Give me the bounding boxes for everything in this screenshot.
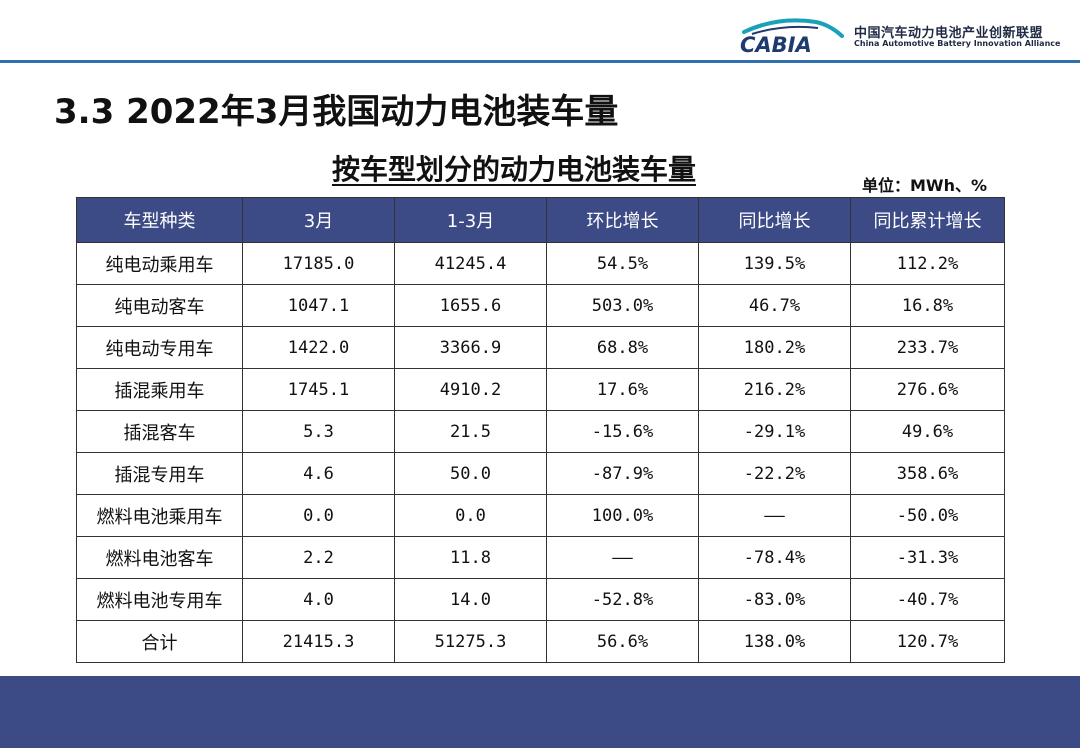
column-header: 车型种类 bbox=[76, 197, 243, 243]
table-row: 燃料电池客车 2.2 11.8 —— -78.4% -31.3% bbox=[76, 536, 1005, 579]
vehicle-type-cell: 插混客车 bbox=[76, 410, 243, 453]
table-row: 纯电动乘用车 17185.0 41245.4 54.5% 139.5% 112.2% bbox=[76, 242, 1005, 285]
logo-chinese-name: 中国汽车动力电池产业创新联盟 bbox=[854, 26, 1044, 41]
table-cell: 0.0 bbox=[394, 494, 547, 537]
table-cell: -52.8% bbox=[546, 578, 699, 621]
table-cell: 2.2 bbox=[242, 536, 395, 579]
table-cell: 1745.1 bbox=[242, 368, 395, 411]
table-cell: -22.2% bbox=[698, 452, 851, 495]
table-cell: -29.1% bbox=[698, 410, 851, 453]
table-cell: 17.6% bbox=[546, 368, 699, 411]
table-cell: 68.8% bbox=[546, 326, 699, 369]
footer-band bbox=[0, 676, 1080, 748]
table-cell: 3366.9 bbox=[394, 326, 547, 369]
table-cell: 21415.3 bbox=[242, 620, 395, 663]
table-cell: 216.2% bbox=[698, 368, 851, 411]
table-cell: 4.6 bbox=[242, 452, 395, 495]
table-cell: -15.6% bbox=[546, 410, 699, 453]
table-cell: 0.0 bbox=[242, 494, 395, 537]
vehicle-type-cell: 燃料电池客车 bbox=[76, 536, 243, 579]
table-cell: 21.5 bbox=[394, 410, 547, 453]
table-cell: 233.7% bbox=[850, 326, 1005, 369]
table-cell: 1422.0 bbox=[242, 326, 395, 369]
vehicle-type-cell: 纯电动乘用车 bbox=[76, 242, 243, 285]
table-cell: 120.7% bbox=[850, 620, 1005, 663]
logo-mark-text: CABIA bbox=[740, 33, 812, 56]
vehicle-type-cell: 燃料电池乘用车 bbox=[76, 494, 243, 537]
table-row: 插混专用车 4.6 50.0 -87.9% -22.2% 358.6% bbox=[76, 452, 1005, 495]
column-header: 3月 bbox=[242, 197, 395, 243]
table-cell: -83.0% bbox=[698, 578, 851, 621]
table-cell: 14.0 bbox=[394, 578, 547, 621]
table-header-row: 车型种类 3月 1-3月 环比增长 同比增长 同比累计增长 bbox=[76, 197, 1005, 243]
table-cell: -50.0% bbox=[850, 494, 1005, 537]
table-cell: 54.5% bbox=[546, 242, 699, 285]
table-cell: 139.5% bbox=[698, 242, 851, 285]
vehicle-type-cell: 燃料电池专用车 bbox=[76, 578, 243, 621]
table-cell: 4910.2 bbox=[394, 368, 547, 411]
table-cell: 138.0% bbox=[698, 620, 851, 663]
vehicle-type-cell: 合计 bbox=[76, 620, 243, 663]
table-cell: 358.6% bbox=[850, 452, 1005, 495]
table-cell: 50.0 bbox=[394, 452, 547, 495]
column-header: 环比增长 bbox=[546, 197, 699, 243]
vehicle-type-cell: 纯电动客车 bbox=[76, 284, 243, 327]
table-cell: 5.3 bbox=[242, 410, 395, 453]
table-body: 纯电动乘用车 17185.0 41245.4 54.5% 139.5% 112.2% 纯电动… bbox=[76, 242, 1005, 663]
table-cell: 46.7% bbox=[698, 284, 851, 327]
table-row: 燃料电池乘用车 0.0 0.0 100.0% —— -50.0% bbox=[76, 494, 1005, 537]
page-title: 3.3 2022年3月我国动力电池装车量 bbox=[54, 92, 619, 132]
vehicle-type-cell: 纯电动专用车 bbox=[76, 326, 243, 369]
table-row: 燃料电池专用车 4.0 14.0 -52.8% -83.0% -40.7% bbox=[76, 578, 1005, 621]
table-cell: 41245.4 bbox=[394, 242, 547, 285]
table-cell: 100.0% bbox=[546, 494, 699, 537]
column-header: 同比累计增长 bbox=[850, 197, 1005, 243]
table-row: 纯电动专用车 1422.0 3366.9 68.8% 180.2% 233.7% bbox=[76, 326, 1005, 369]
vehicle-type-cell: 插混乘用车 bbox=[76, 368, 243, 411]
table-row: 插混乘用车 1745.1 4910.2 17.6% 216.2% 276.6% bbox=[76, 368, 1005, 411]
table-cell: 56.6% bbox=[546, 620, 699, 663]
table-cell: 1655.6 bbox=[394, 284, 547, 327]
table-cell: 503.0% bbox=[546, 284, 699, 327]
cabia-logo: CABIA 中国汽车动力电池产业创新联盟 China Automotive Ba… bbox=[738, 14, 1068, 58]
table-cell: -40.7% bbox=[850, 578, 1005, 621]
battery-installation-table: 车型种类 3月 1-3月 环比增长 同比增长 同比累计增长 纯电动乘用车 1718… bbox=[76, 197, 1005, 663]
table-cell: 112.2% bbox=[850, 242, 1005, 285]
unit-label: 单位：MWh、% bbox=[862, 176, 987, 195]
table-title: 按车型划分的动力电池装车量 bbox=[332, 153, 697, 186]
table-cell: 1047.1 bbox=[242, 284, 395, 327]
header-rule bbox=[0, 60, 1080, 63]
table-cell: —— bbox=[546, 536, 699, 579]
table-cell: —— bbox=[698, 494, 851, 537]
table-cell: -78.4% bbox=[698, 536, 851, 579]
column-header: 同比增长 bbox=[698, 197, 851, 243]
vehicle-type-cell: 插混专用车 bbox=[76, 452, 243, 495]
table-cell: 276.6% bbox=[850, 368, 1005, 411]
table-cell: -87.9% bbox=[546, 452, 699, 495]
table-cell: 4.0 bbox=[242, 578, 395, 621]
table-cell: 11.8 bbox=[394, 536, 547, 579]
logo-english-name: China Automotive Battery Innovation Alli… bbox=[854, 39, 1061, 48]
table-cell: 17185.0 bbox=[242, 242, 395, 285]
table-cell: 51275.3 bbox=[394, 620, 547, 663]
table-cell: 16.8% bbox=[850, 284, 1005, 327]
table-cell: 49.6% bbox=[850, 410, 1005, 453]
table-total-row: 合计 21415.3 51275.3 56.6% 138.0% 120.7% bbox=[76, 620, 1005, 663]
column-header: 1-3月 bbox=[394, 197, 547, 243]
cabia-logo-mark: CABIA bbox=[740, 18, 844, 56]
table-row: 插混客车 5.3 21.5 -15.6% -29.1% 49.6% bbox=[76, 410, 1005, 453]
table-row: 纯电动客车 1047.1 1655.6 503.0% 46.7% 16.8% bbox=[76, 284, 1005, 327]
table-cell: -31.3% bbox=[850, 536, 1005, 579]
table-cell: 180.2% bbox=[698, 326, 851, 369]
